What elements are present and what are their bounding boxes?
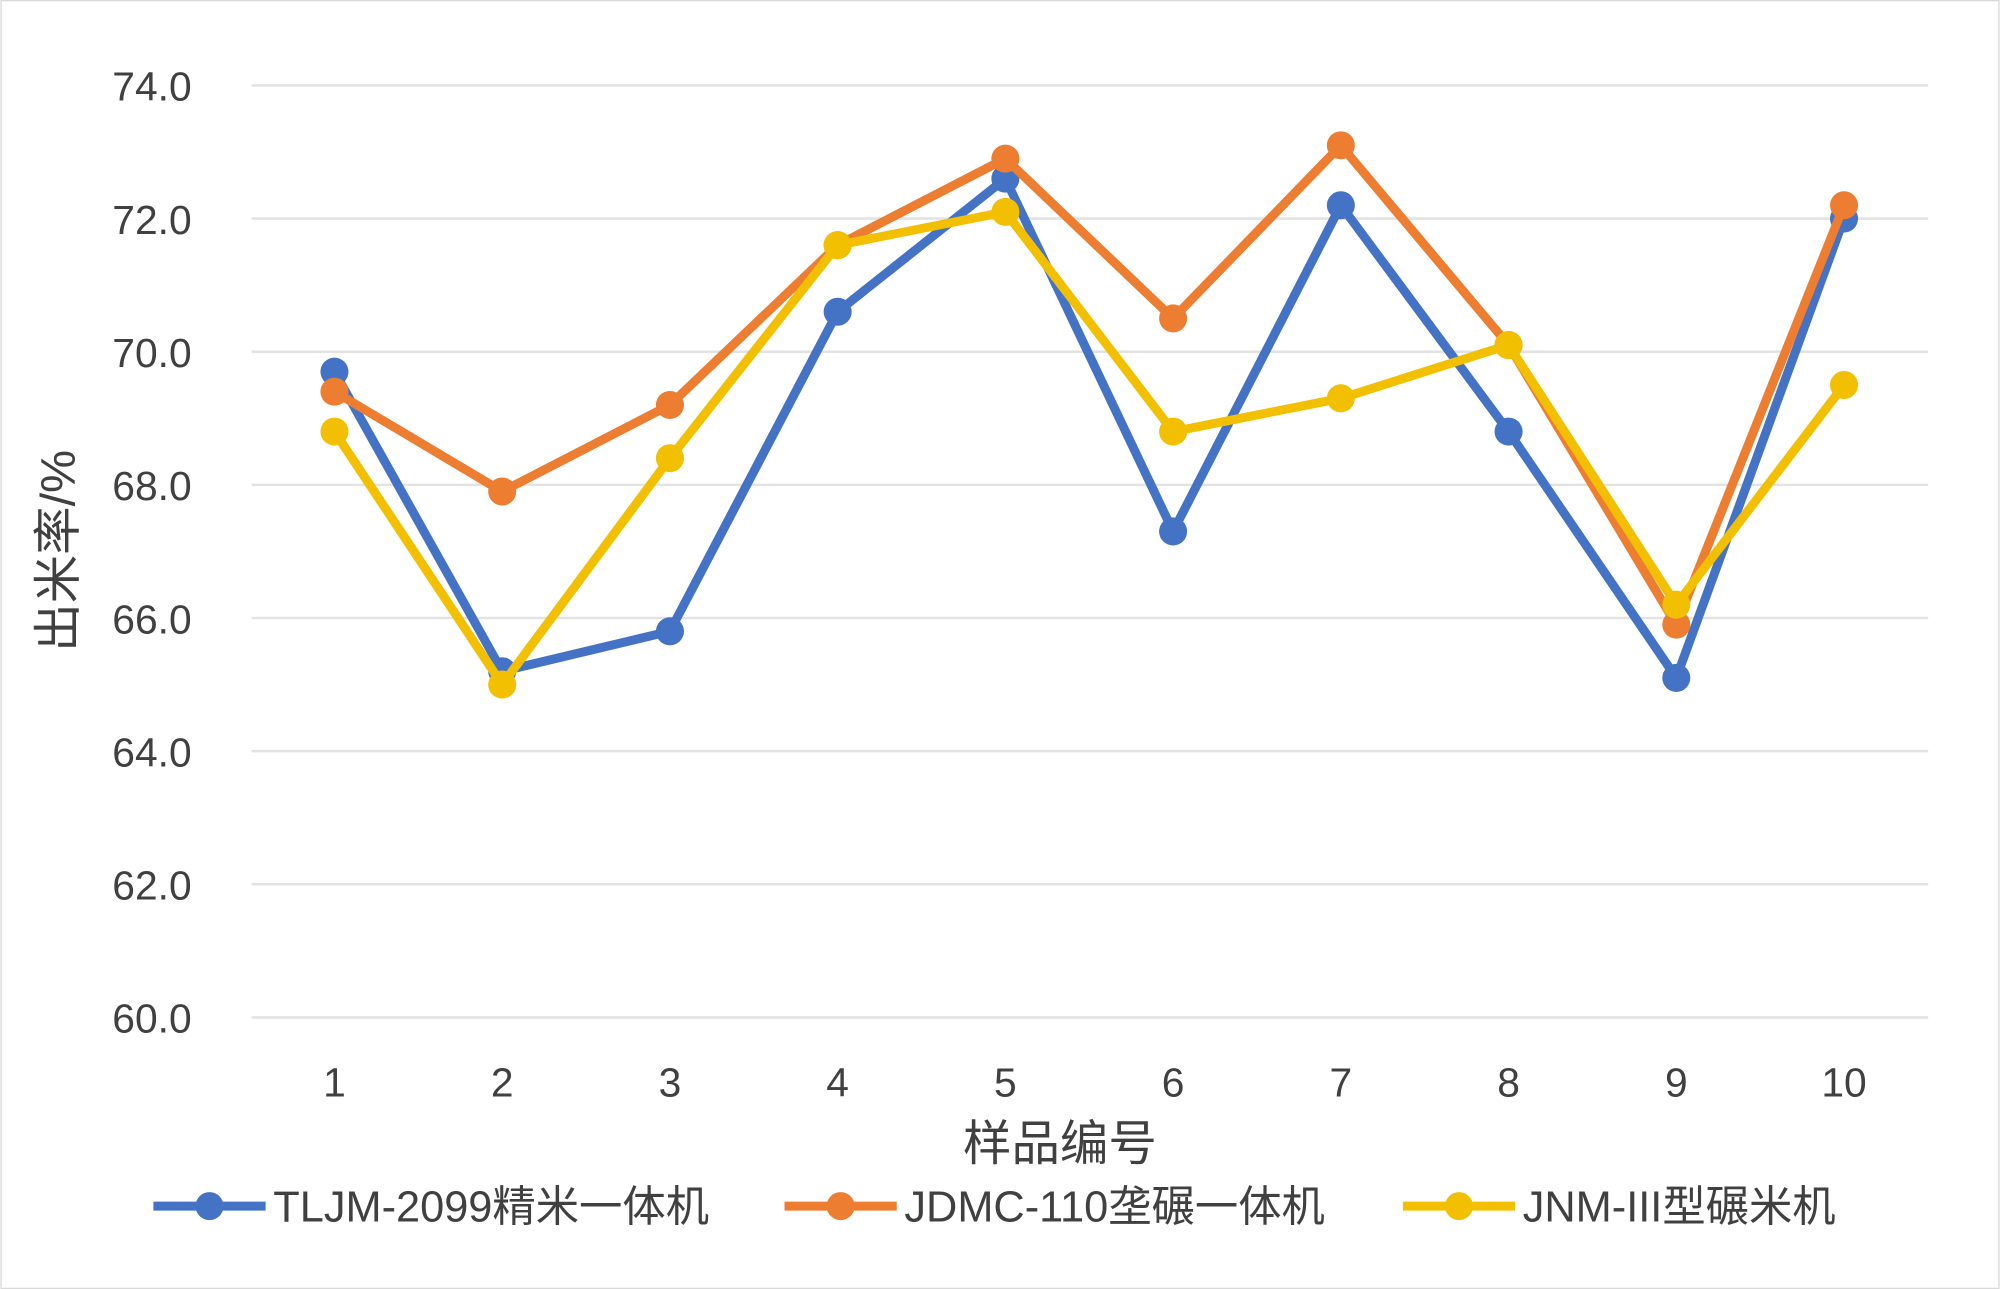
data-point	[1326, 191, 1355, 220]
data-point	[1662, 590, 1691, 619]
series-2	[320, 131, 1859, 639]
legend-marker	[826, 1192, 855, 1221]
x-tick-label: 2	[491, 1059, 514, 1105]
x-axis-title: 样品编号	[963, 1117, 1157, 1171]
y-tick-label: 66.0	[112, 596, 191, 642]
data-point	[1662, 663, 1691, 692]
data-point	[1326, 131, 1355, 160]
data-point	[1494, 331, 1523, 360]
legend-label: TLJM-2099精米一体机	[273, 1183, 709, 1231]
legend-label: JNM-III型碾米机	[1523, 1183, 1836, 1231]
data-point	[1494, 417, 1523, 446]
legend-item: JDMC-110垄碾一体机	[784, 1183, 1325, 1231]
data-point	[320, 417, 349, 446]
series-line	[330, 174, 1849, 683]
data-point	[1830, 370, 1859, 400]
y-tick-label: 64.0	[112, 729, 191, 775]
data-point	[1326, 384, 1355, 413]
data-point	[823, 231, 852, 260]
data-point	[488, 477, 517, 506]
legend: TLJM-2099精米一体机 JDMC-110垄碾一体机 JNM-III型碾米机	[153, 1183, 1836, 1231]
data-point	[655, 444, 684, 473]
data-point	[1159, 304, 1188, 333]
data-point	[991, 144, 1020, 173]
data-point	[823, 297, 852, 326]
y-tick-label: 74.0	[112, 64, 191, 110]
y-tick-label: 70.0	[112, 330, 191, 376]
x-tick-label: 3	[659, 1059, 682, 1105]
data-point	[1662, 610, 1691, 639]
x-tick-label: 7	[1329, 1059, 1352, 1105]
legend-item: TLJM-2099精米一体机	[153, 1183, 709, 1231]
x-tick-label: 4	[826, 1059, 849, 1105]
data-point	[320, 377, 349, 406]
x-tick-label: 6	[1162, 1059, 1185, 1105]
legend-marker	[1444, 1192, 1474, 1221]
data-point	[1159, 417, 1188, 446]
data-point	[655, 617, 684, 646]
y-tick-label: 62.0	[112, 863, 191, 909]
series-3	[320, 197, 1859, 699]
data-point	[991, 164, 1020, 193]
legend-label: JDMC-110垄碾一体机	[904, 1183, 1324, 1231]
y-tick-label: 60.0	[112, 996, 191, 1042]
series-line	[330, 207, 1848, 690]
x-tick-label: 8	[1497, 1059, 1520, 1105]
x-tick-label: 10	[1821, 1059, 1866, 1105]
data-point	[655, 390, 684, 419]
data-point	[320, 357, 349, 386]
series-line	[332, 140, 1849, 630]
y-axis-title: 出米率/%	[31, 450, 85, 652]
data-point	[1830, 191, 1859, 220]
x-tick-label: 5	[994, 1059, 1017, 1105]
data-point	[488, 670, 517, 699]
y-tick-label: 72.0	[112, 197, 191, 243]
legend-marker	[195, 1192, 224, 1221]
y-tick-label: 68.0	[112, 463, 191, 509]
data-point	[1159, 517, 1188, 546]
x-tick-label: 9	[1665, 1059, 1688, 1105]
legend-item: JNM-III型碾米机	[1402, 1183, 1836, 1231]
data-point	[991, 197, 1020, 226]
x-tick-label: 1	[323, 1059, 346, 1105]
